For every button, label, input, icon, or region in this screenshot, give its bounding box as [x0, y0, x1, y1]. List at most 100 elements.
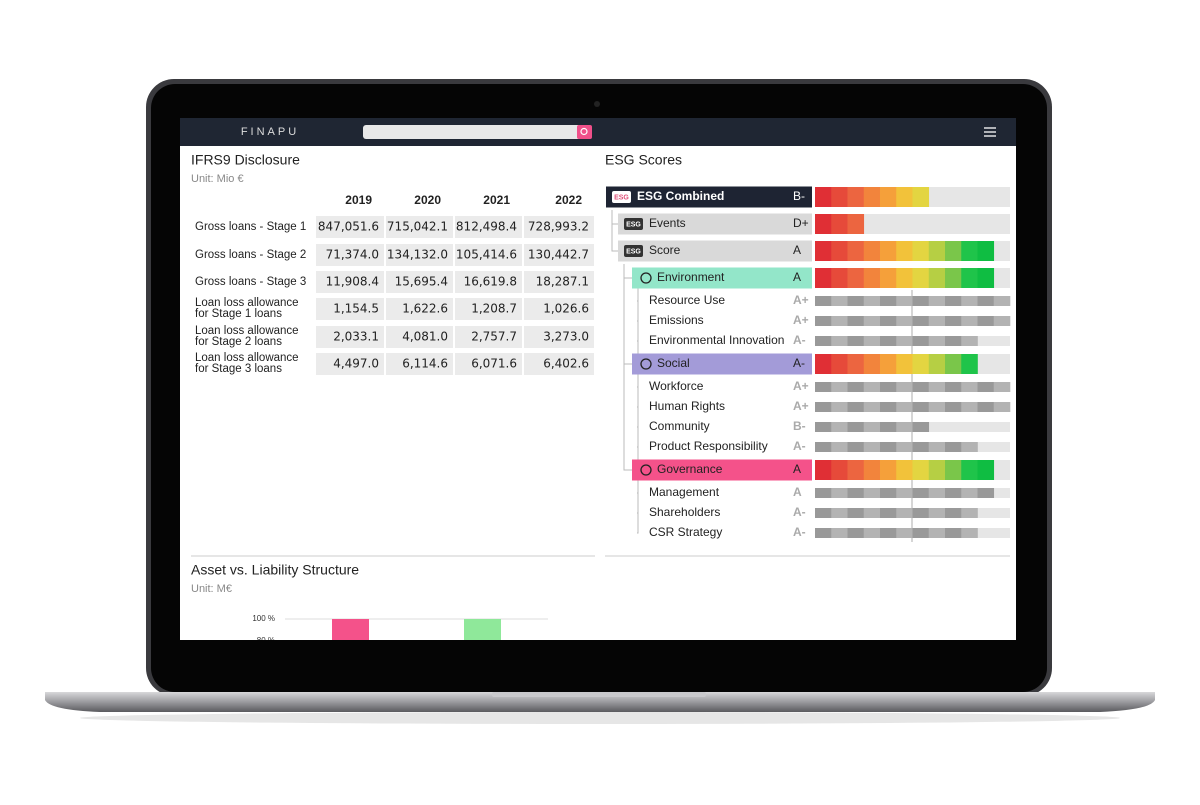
score-segment	[912, 422, 930, 432]
top-bar	[180, 118, 1016, 146]
score-segment	[831, 528, 848, 538]
grade: A	[793, 243, 801, 257]
score-bar	[815, 402, 1011, 412]
search-button[interactable]	[577, 125, 592, 139]
score-segment	[896, 336, 913, 346]
cell-value: 728,993.2	[528, 220, 589, 234]
score-segment	[831, 422, 848, 432]
score-segment	[847, 214, 865, 234]
score-segment	[815, 528, 832, 538]
score-segment	[993, 402, 1011, 412]
score-segment	[815, 488, 832, 498]
score-bar	[815, 187, 930, 207]
category-icon	[640, 272, 652, 284]
row-label: Gross loans - Stage 2	[195, 249, 306, 261]
row-label: Loan loss allowance	[195, 325, 299, 337]
score-segment	[831, 382, 848, 392]
cell-value: 1,154.5	[333, 302, 379, 316]
score-segment	[896, 268, 913, 288]
score-segment	[928, 268, 946, 288]
table-cell	[455, 271, 522, 293]
grade: B-	[793, 419, 806, 433]
score-segment	[815, 508, 832, 518]
badge-text: ESG	[626, 221, 641, 228]
score-segment	[912, 488, 930, 498]
tree-connector	[611, 224, 618, 252]
screen: FINAPU IFRS9 Disclosure Unit: Mio € ESG …	[180, 118, 1016, 640]
score-label: Shareholders	[649, 505, 720, 519]
score-segment	[863, 460, 881, 480]
score-segment	[945, 316, 962, 326]
score-segment	[847, 460, 865, 480]
score-segment	[880, 422, 897, 432]
grade: A+	[793, 293, 809, 307]
panel-title: Asset vs. Liability Structure	[191, 562, 359, 578]
cell-value: 3,273.0	[543, 330, 589, 344]
grade: A	[793, 270, 801, 284]
score-segment	[831, 241, 848, 261]
score-segment	[945, 336, 962, 346]
score-segment	[977, 268, 995, 288]
score-bar	[815, 442, 978, 452]
cell-value: 134,132.0	[387, 248, 448, 262]
score-segment	[831, 460, 848, 480]
score-segment	[896, 382, 913, 392]
table-cell	[524, 216, 594, 238]
score-segment	[831, 442, 848, 452]
score-segment	[945, 296, 962, 306]
column-header: 2022	[555, 193, 582, 207]
score-segment	[896, 508, 913, 518]
score-segment	[928, 508, 946, 518]
score-label: Community	[649, 419, 710, 433]
score-segment	[928, 316, 946, 326]
column-header: 2019	[345, 193, 372, 207]
table-cell	[316, 271, 384, 293]
score-segment	[880, 336, 897, 346]
row-label: Loan loss allowance	[195, 297, 299, 309]
score-segment	[847, 528, 865, 538]
score-segment	[945, 528, 962, 538]
score-segment	[880, 402, 897, 412]
score-segment	[831, 214, 848, 234]
score-bar	[815, 354, 978, 374]
score-segment	[961, 460, 978, 480]
row-label: for Stage 3 loans	[195, 363, 282, 375]
search-box[interactable]	[363, 125, 581, 139]
table-cell	[386, 271, 453, 293]
score-segment	[912, 316, 930, 326]
grade: A-	[793, 439, 806, 453]
badge	[624, 218, 643, 230]
score-bar	[815, 488, 995, 498]
unit: Unit: Mio €	[191, 173, 244, 185]
score-segment	[815, 460, 832, 480]
score-segment	[977, 460, 995, 480]
column-header: 2021	[483, 193, 510, 207]
score-segment	[863, 268, 881, 288]
score-segment	[831, 354, 848, 374]
score-label: Resource Use	[649, 293, 725, 307]
score-segment	[912, 354, 930, 374]
cell-value: 6,114.6	[402, 357, 448, 371]
score-segment	[977, 402, 995, 412]
score-segment	[896, 296, 913, 306]
score-segment	[880, 296, 897, 306]
score-segment	[912, 508, 930, 518]
tree-connector	[637, 513, 639, 534]
menu-button[interactable]	[984, 127, 996, 137]
score-segment	[977, 296, 995, 306]
score-segment	[945, 442, 962, 452]
score-segment	[928, 442, 946, 452]
table-cell	[316, 326, 384, 348]
table-cell	[524, 326, 594, 348]
score-label-box	[606, 186, 812, 208]
row-label: Gross loans - Stage 3	[195, 276, 306, 288]
bar	[332, 619, 369, 640]
score-segment	[961, 402, 978, 412]
score-bar	[815, 268, 995, 288]
score-segment	[880, 187, 897, 207]
score-label: Governance	[657, 462, 723, 476]
score-segment	[945, 402, 962, 412]
score-segment	[831, 268, 848, 288]
